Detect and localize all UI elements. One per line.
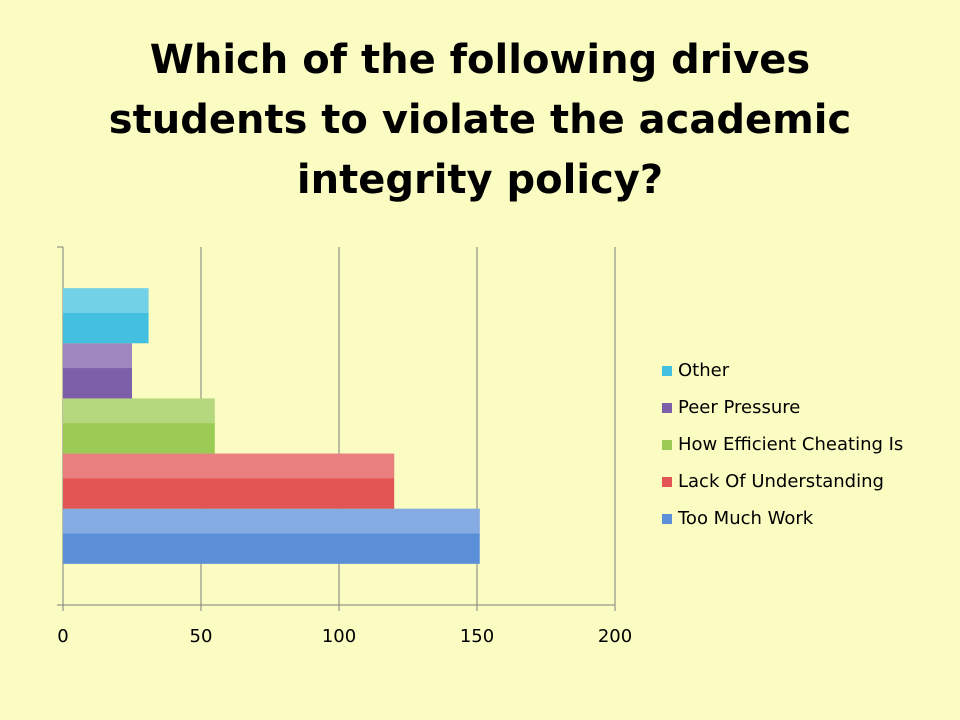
x-tick-label: 200 — [598, 626, 632, 647]
bar-highlight — [63, 288, 149, 313]
bar — [63, 508, 480, 564]
legend-label: How Efficient Cheating Is — [678, 434, 903, 455]
bar — [63, 288, 149, 344]
legend-label: Other — [678, 360, 730, 381]
bar — [63, 398, 215, 454]
bar-highlight — [63, 398, 215, 424]
x-tick-label: 50 — [190, 626, 213, 647]
legend-swatch — [662, 440, 672, 450]
legend-swatch — [662, 514, 672, 524]
legend-swatch — [662, 477, 672, 487]
bar-highlight — [63, 508, 480, 534]
legend-swatch — [662, 366, 672, 376]
legend-label: Lack Of Understanding — [678, 471, 884, 492]
bar-highlight — [63, 453, 395, 479]
bar — [63, 343, 132, 399]
bar-highlight — [63, 343, 132, 369]
chart-title: Which of the following drives students t… — [108, 37, 852, 203]
legend-label: Peer Pressure — [678, 397, 800, 418]
x-tick-label: 100 — [322, 626, 356, 647]
bar — [63, 453, 395, 509]
x-tick-label: 150 — [460, 626, 494, 647]
legend-label: Too Much Work — [677, 508, 814, 529]
x-tick-label: 0 — [57, 626, 68, 647]
legend-swatch — [662, 403, 672, 413]
